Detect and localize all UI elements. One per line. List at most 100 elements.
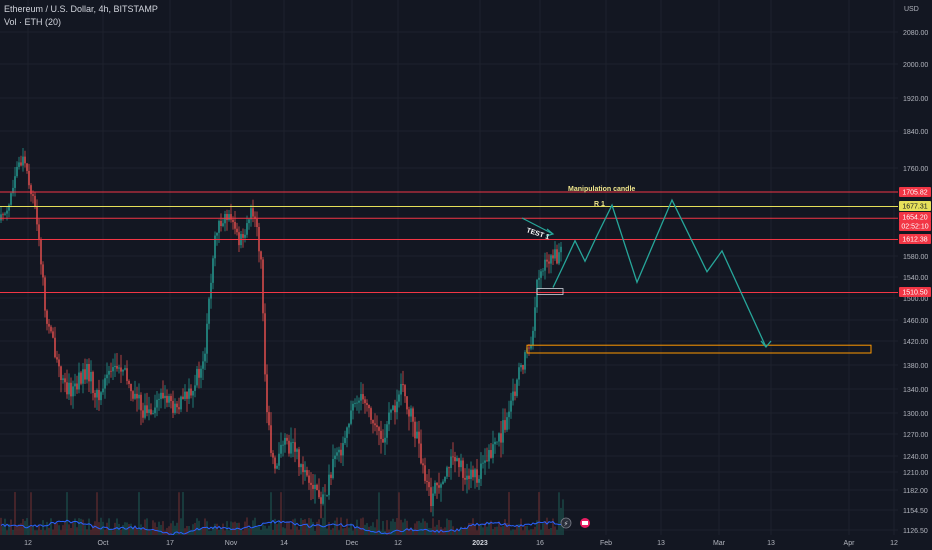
volume-bar — [266, 528, 268, 535]
projection-path — [552, 198, 767, 348]
x-tick-label: 12 — [24, 540, 32, 547]
volume-bar — [116, 518, 118, 535]
candle-body — [156, 399, 158, 408]
x-tick-label: 14 — [280, 540, 288, 547]
range-box — [536, 288, 564, 295]
volume-bar — [376, 519, 378, 535]
candle-body — [462, 460, 464, 478]
candle-body — [460, 460, 462, 468]
candle-body — [80, 372, 82, 384]
volume-bar — [464, 526, 466, 535]
volume-bar — [52, 529, 54, 535]
volume-bar — [144, 519, 146, 535]
candle-body — [376, 425, 378, 428]
candle-body — [22, 156, 24, 166]
volume-bar — [178, 492, 180, 535]
x-tick-label: Dec — [346, 540, 359, 547]
candle-body — [0, 214, 2, 221]
candle-body — [242, 234, 244, 238]
candle-body — [130, 383, 132, 392]
flash-icon — [560, 517, 572, 529]
candle-body — [494, 441, 496, 445]
candle-body — [276, 465, 278, 469]
volume-bar — [92, 525, 94, 535]
volume-bar — [492, 529, 494, 535]
candle-body — [440, 484, 442, 488]
candle-body — [528, 347, 530, 349]
candle-body — [154, 407, 156, 414]
volume-bar — [482, 527, 484, 535]
candle-body — [102, 388, 104, 393]
y-tick-label: 1760.00 — [903, 166, 928, 173]
volume-bar — [536, 520, 538, 535]
candle-body — [218, 220, 220, 233]
volume-bar — [426, 522, 428, 535]
volume-bar — [454, 530, 456, 535]
candle-body — [322, 494, 324, 504]
candle-body — [64, 378, 66, 383]
price-axis-bg — [899, 0, 932, 550]
volume-bar — [484, 522, 486, 535]
candle-body — [38, 224, 40, 240]
candle-body — [364, 399, 366, 404]
volume-bar — [60, 530, 62, 535]
candle-body — [66, 382, 68, 395]
x-tick-label: Feb — [600, 540, 612, 547]
candle-body — [8, 204, 10, 211]
candle-body — [284, 437, 286, 445]
volume-bar — [528, 530, 530, 535]
candle-body — [558, 252, 560, 264]
candle-body — [418, 431, 420, 444]
x-tick-label: 13 — [767, 540, 775, 547]
candle-body — [76, 383, 78, 390]
volume-bar — [326, 528, 328, 535]
volume-bar — [400, 519, 402, 535]
candle-body — [442, 481, 444, 485]
volume-bar — [438, 519, 440, 535]
candle-body — [530, 345, 532, 349]
candle-body — [264, 313, 266, 375]
candle-body — [424, 465, 426, 481]
candle-body — [346, 427, 348, 438]
x-tick-label: Apr — [844, 540, 856, 547]
y-tick-label: 1580.00 — [903, 254, 928, 261]
volume-bar — [46, 521, 48, 535]
candle-body — [140, 394, 142, 411]
volume-bar — [6, 530, 8, 535]
volume-bar — [8, 523, 10, 535]
candle-body — [4, 213, 6, 215]
volume-bar — [470, 523, 472, 535]
candle-body — [420, 443, 422, 464]
volume-bar — [136, 529, 138, 535]
candle-body — [90, 371, 92, 382]
volume-bar — [500, 526, 502, 535]
volume-bar — [286, 522, 288, 535]
volume-bar — [512, 529, 514, 535]
candle-body — [280, 444, 282, 454]
volume-bar — [420, 522, 422, 535]
volume-bar — [268, 525, 270, 535]
x-tick-label: 13 — [657, 540, 665, 547]
candle-body — [478, 478, 480, 483]
volume-bar — [554, 526, 556, 535]
candle-body — [320, 497, 322, 504]
x-tick-label: 2023 — [472, 540, 488, 547]
volume-bar — [134, 525, 136, 535]
candle-body — [200, 368, 202, 378]
volume-bar — [236, 522, 238, 535]
candle-body — [454, 457, 456, 462]
volume-bar — [356, 519, 358, 535]
volume-bar — [274, 518, 276, 535]
candle-body — [20, 162, 22, 166]
volume-bar — [388, 529, 390, 535]
candle-body — [210, 282, 212, 299]
candle-body — [52, 331, 54, 338]
price-tag — [899, 221, 931, 231]
volume-bar — [30, 492, 32, 535]
volume-bar — [394, 521, 396, 535]
candle-body — [370, 408, 372, 420]
candle-body — [378, 427, 380, 431]
candle-body — [164, 395, 166, 399]
volume-bar — [506, 522, 508, 535]
